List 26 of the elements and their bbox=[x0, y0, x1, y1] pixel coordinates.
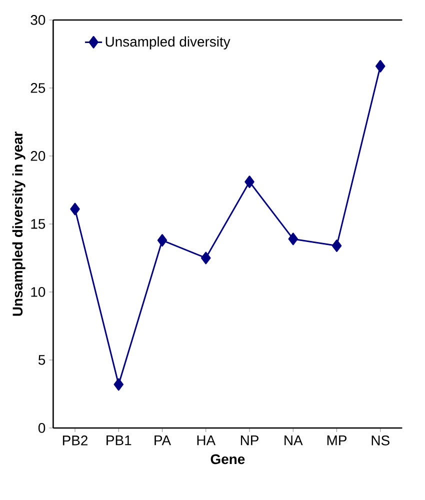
y-axis-title: Unsampled diversity in year bbox=[12, 132, 26, 316]
point bbox=[70, 202, 80, 216]
y-tick-label: 5 bbox=[38, 355, 46, 365]
y-tick-label: 15 bbox=[31, 219, 46, 229]
x-tick-label: NS bbox=[372, 436, 390, 446]
x-tick-label: NP bbox=[240, 436, 258, 446]
y-tick-label: 20 bbox=[30, 151, 46, 161]
y-tick-label: 25 bbox=[30, 83, 46, 93]
point bbox=[201, 252, 211, 264]
x-tick-label: HA bbox=[197, 436, 216, 446]
legend-label: Unsampled diversity bbox=[106, 36, 230, 50]
x-axis-title: Gene bbox=[210, 454, 245, 464]
y-tick-label: 10 bbox=[31, 287, 46, 297]
x-tick-label: NA bbox=[284, 436, 303, 446]
y-tick-label: 0 bbox=[38, 423, 46, 433]
x-tick-label: PB1 bbox=[106, 436, 132, 446]
x-tick-label: PB2 bbox=[62, 436, 88, 446]
point bbox=[332, 240, 342, 252]
x-tick-label: MP bbox=[327, 436, 346, 446]
point bbox=[376, 60, 386, 72]
point bbox=[288, 232, 298, 246]
point bbox=[157, 234, 168, 247]
point bbox=[244, 176, 254, 188]
y-tick-label: 30 bbox=[30, 15, 46, 25]
point bbox=[114, 378, 124, 391]
x-tick-label: PA bbox=[154, 436, 172, 446]
